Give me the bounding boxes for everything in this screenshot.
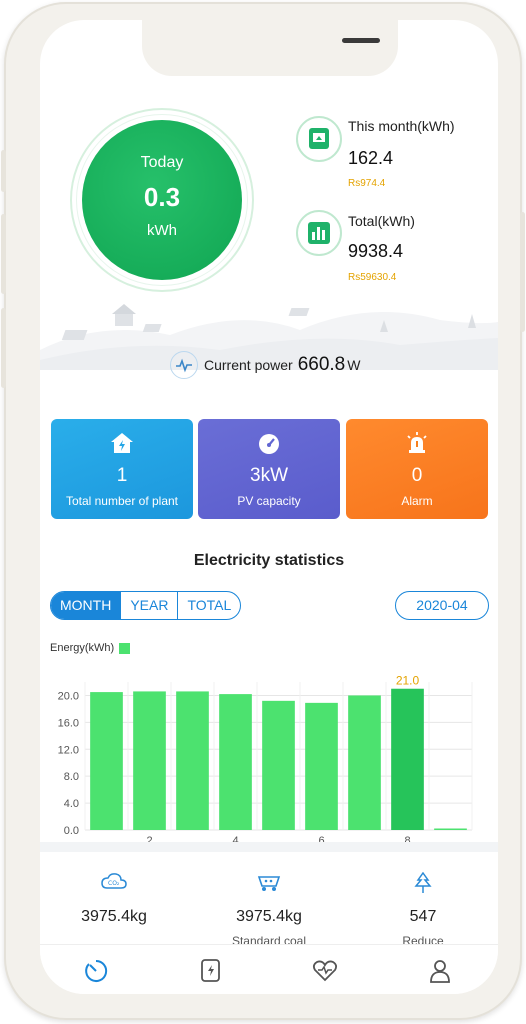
bar bbox=[133, 691, 166, 830]
tab-report[interactable] bbox=[197, 957, 225, 985]
legend-label: Energy(kWh) bbox=[50, 642, 115, 654]
co2-icon: CO₂ bbox=[44, 872, 184, 894]
legend-swatch bbox=[119, 642, 131, 654]
total-income: Rs59630.4 bbox=[348, 272, 397, 283]
electricity-statistics-title: Electricity statistics bbox=[193, 552, 345, 569]
current-power-unit: W bbox=[347, 357, 361, 373]
y-tick-label: 0.0 bbox=[64, 825, 79, 837]
chart-legend: Energy(kWh) bbox=[50, 642, 131, 654]
house-bolt-icon bbox=[51, 431, 193, 461]
tree-value: 547 bbox=[409, 908, 437, 925]
co2-value: 3975.4kg bbox=[81, 908, 147, 925]
alarm-card[interactable]: 0 Alarm bbox=[346, 419, 488, 519]
current-power-row: Current power 660.8 W bbox=[170, 350, 360, 380]
alarm-light-icon bbox=[346, 431, 488, 461]
tab-year[interactable]: YEAR bbox=[120, 592, 177, 619]
bar-chart-icon bbox=[296, 210, 342, 256]
volume-button bbox=[1, 308, 6, 388]
bar bbox=[262, 700, 295, 830]
phone-notch bbox=[142, 20, 398, 76]
gauge-icon bbox=[198, 431, 340, 461]
app-screen: Today 0.3 kWh This month(kWh) 162.4 Rs97… bbox=[40, 20, 498, 994]
tab-month[interactable]: MONTH bbox=[51, 592, 121, 619]
speaker-grille bbox=[342, 38, 380, 43]
mute-switch bbox=[1, 150, 6, 192]
tab-total[interactable]: TOTAL bbox=[177, 592, 240, 619]
y-tick-label: 8.0 bbox=[64, 771, 79, 783]
pv-capacity-label: PV capacity bbox=[237, 494, 301, 508]
plant-count-card[interactable]: 1 Total number of plant bbox=[51, 419, 193, 519]
total-value: 9938.4 bbox=[348, 241, 404, 261]
alarm-value: 0 bbox=[411, 465, 423, 486]
plant-count-value: 1 bbox=[116, 465, 128, 486]
pv-capacity-value: 3kW bbox=[250, 465, 288, 486]
bar bbox=[434, 828, 467, 830]
volume-button bbox=[1, 214, 6, 294]
total-title: Total(kWh) bbox=[348, 213, 415, 229]
bar bbox=[219, 694, 252, 830]
today-label: Today bbox=[140, 154, 184, 171]
y-tick-label: 12.0 bbox=[58, 744, 79, 756]
y-tick-label: 20.0 bbox=[58, 690, 79, 702]
tab-home[interactable] bbox=[82, 957, 110, 985]
pv-capacity-card[interactable]: 3kW PV capacity bbox=[198, 419, 340, 519]
energy-bar-chart: 0.0 4.0 8.0 12.0 16.0 20.0 21.0 2 4 6 8 bbox=[58, 674, 473, 847]
bar bbox=[176, 691, 209, 830]
bar-value-label: 21.0 bbox=[396, 674, 420, 688]
today-inner-ring bbox=[76, 114, 248, 286]
alarm-label: Alarm bbox=[401, 494, 433, 508]
x-tick-label: 2 bbox=[146, 835, 152, 847]
svg-text:CO₂: CO₂ bbox=[108, 880, 120, 887]
y-tick-label: 16.0 bbox=[58, 717, 79, 729]
tab-profile[interactable] bbox=[426, 957, 454, 985]
tab-service[interactable] bbox=[311, 957, 339, 985]
power-pulse-icon bbox=[170, 351, 198, 379]
coal-value: 3975.4kg bbox=[236, 908, 302, 925]
x-tick-label: 8 bbox=[404, 835, 410, 847]
bar bbox=[348, 695, 381, 830]
period-tabs: MONTH YEAR TOTAL bbox=[50, 591, 242, 620]
plant-count-label: Total number of plant bbox=[65, 494, 179, 508]
tree-item: 547 Reduce bbox=[353, 871, 493, 948]
today-value: 0.3 bbox=[143, 182, 181, 212]
current-power-label: Current power bbox=[204, 357, 293, 373]
service-icon bbox=[312, 960, 338, 982]
y-tick-label: 4.0 bbox=[64, 798, 79, 810]
this-month-title: This month(kWh) bbox=[348, 118, 455, 134]
x-tick-label: 6 bbox=[318, 835, 324, 847]
bottom-tab-bar bbox=[40, 944, 498, 994]
date-picker-button[interactable]: 2020-04 bbox=[395, 591, 489, 620]
this-month-income: Rs974.4 bbox=[348, 178, 386, 189]
bar bbox=[391, 688, 424, 830]
home-icon bbox=[85, 959, 108, 982]
bar bbox=[305, 702, 338, 830]
profile-icon bbox=[430, 960, 450, 983]
landscape-illustration bbox=[40, 304, 498, 370]
tree-icon bbox=[353, 871, 493, 894]
coal-cart-icon bbox=[199, 872, 339, 894]
today-generation-circle[interactable]: Today 0.3 kWh bbox=[82, 120, 242, 280]
power-button bbox=[520, 212, 525, 332]
bar bbox=[90, 692, 123, 830]
today-unit: kWh bbox=[147, 222, 177, 239]
co2-reduction-item: CO₂ 3975.4kg bbox=[44, 872, 184, 934]
current-power-value: 660.8 bbox=[297, 354, 346, 375]
x-tick-label: 4 bbox=[232, 835, 238, 847]
calendar-icon bbox=[296, 116, 342, 162]
report-icon bbox=[201, 959, 220, 982]
standard-coal-item: 3975.4kg Standard coal bbox=[199, 872, 339, 948]
this-month-value: 162.4 bbox=[348, 148, 394, 168]
section-divider bbox=[40, 842, 498, 852]
